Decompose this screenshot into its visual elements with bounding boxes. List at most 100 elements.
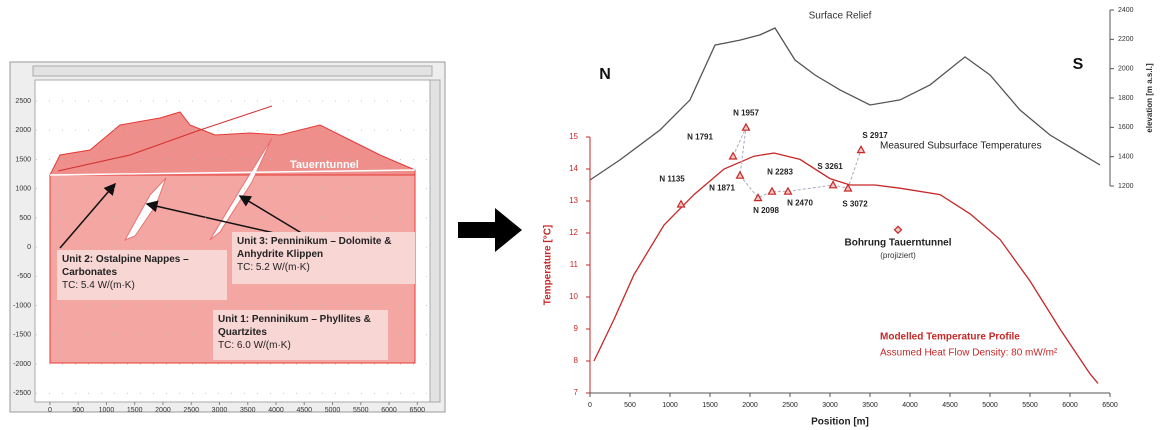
y-axis-title: Temperature [°C] — [543, 225, 554, 306]
x-tick-label: 500 — [72, 407, 84, 414]
y2-tick-label: 1600 — [1118, 124, 1134, 131]
scrollbar-v — [429, 79, 441, 403]
unit-tc: TC: 5.4 W/(m·K) — [62, 280, 135, 291]
y2-tick-label: 2400 — [1118, 7, 1134, 14]
x-tick-label: 3500 — [862, 402, 878, 409]
y2-tick-label: 2000 — [1118, 66, 1134, 73]
x-tick-label: 5000 — [325, 407, 341, 414]
unit-tc: TC: 5.2 W/(m·K) — [237, 262, 310, 273]
heat-flow-note: Assumed Heat Flow Density: 80 mW/m² — [880, 348, 1058, 359]
unit-2-boundary — [57, 105, 273, 172]
x-tick-label: 5000 — [982, 402, 998, 409]
connector — [732, 127, 862, 199]
tunnel-line — [49, 169, 416, 176]
arrow — [59, 182, 116, 249]
y-tick-label: -2000 — [13, 361, 31, 368]
x-tick-label: 2000 — [742, 402, 758, 409]
x-tick-label: 6500 — [409, 407, 425, 414]
marker — [783, 186, 793, 195]
scrollbar-h — [32, 65, 433, 77]
transition-arrow — [458, 208, 522, 252]
x-tick-label: 4000 — [268, 407, 284, 414]
marker — [843, 183, 853, 192]
series-name: Measured Subsurface Temperatures — [880, 141, 1042, 152]
x-tick-label: 3000 — [822, 402, 838, 409]
point-label: N 1957 — [733, 109, 759, 118]
marker — [741, 122, 751, 131]
y-tick-label: -1500 — [13, 332, 31, 339]
x-tick-label: 5500 — [353, 407, 369, 414]
x-tick-label: 3000 — [212, 407, 228, 414]
x-axis-title: Position [m] — [811, 417, 869, 428]
y-tick-label: 13 — [569, 196, 578, 205]
x-tick-label: 2000 — [155, 407, 171, 414]
y-tick-label: 15 — [569, 132, 578, 141]
klippe — [209, 137, 273, 241]
x-tick-label: 4500 — [296, 407, 312, 414]
y-tick-label: 10 — [569, 292, 578, 301]
y-tick-label: 1000 — [15, 186, 31, 193]
marker — [893, 225, 903, 235]
marker — [676, 199, 686, 208]
x-tick-label: 1500 — [127, 407, 143, 414]
y-tick-label: -2500 — [13, 390, 31, 397]
point-label: S 3261 — [817, 162, 843, 171]
y-tick-label: 500 — [19, 215, 31, 222]
x-tick-label: 0 — [588, 402, 592, 409]
y-tick-label: -500 — [17, 273, 31, 280]
y-tick-label: 1500 — [15, 156, 31, 163]
x-tick-label: 6000 — [1062, 402, 1078, 409]
x-tick-label: 2500 — [782, 402, 798, 409]
x-tick-label: 3500 — [240, 407, 256, 414]
marker — [856, 145, 866, 154]
series-name: Modelled Temperature Profile — [880, 332, 1020, 343]
series-note: (projiziert) — [880, 251, 916, 260]
series-line — [593, 152, 1099, 384]
x-tick-label: 2500 — [183, 407, 199, 414]
south-label: S — [1073, 56, 1084, 73]
point-label: N 1871 — [709, 184, 735, 193]
y-tick-label: -1000 — [13, 302, 31, 309]
y-tick-label: 2500 — [15, 98, 31, 105]
x-tick-label: 6000 — [381, 407, 397, 414]
point-label: N 1135 — [659, 174, 685, 183]
y2-tick-label: 1800 — [1118, 95, 1134, 102]
marker — [735, 170, 745, 179]
point-label: N 2283 — [767, 168, 793, 177]
unit-name: Unit 1: Penninikum – Phyllites & Quartzi… — [218, 314, 371, 338]
unit-box: Unit 3: Penninikum – Dolomite & Anhydrit… — [232, 232, 415, 284]
y2-axis-title: elevation [m a.s.l.] — [1145, 63, 1154, 133]
y-tick-label: 7 — [574, 388, 579, 397]
unit-tc: TC: 6.0 W/(m·K) — [218, 340, 291, 351]
unit-name: Unit 2: Ostalpine Nappes – Carbonates — [62, 254, 189, 278]
tunnel-label: Tauerntunnel — [290, 159, 359, 171]
north-label: N — [599, 66, 611, 83]
x-tick-label: 1000 — [662, 402, 678, 409]
y2-tick-label: 1200 — [1118, 183, 1134, 190]
x-tick-label: 5500 — [1022, 402, 1038, 409]
terrain — [49, 111, 416, 176]
x-tick-label: 0 — [48, 407, 52, 414]
marker — [728, 151, 738, 160]
y-tick-label: 12 — [569, 228, 578, 237]
x-tick-label: 500 — [624, 402, 636, 409]
series-name: Bohrung Tauerntunnel — [844, 238, 951, 249]
y2-tick-label: 2200 — [1118, 36, 1134, 43]
marker — [828, 180, 838, 189]
y-tick-label: 9 — [574, 324, 579, 333]
series-line — [589, 27, 1101, 181]
y-tick-label: 11 — [570, 260, 579, 269]
unit-box: Unit 1: Penninikum – Phyllites & Quartzi… — [213, 310, 388, 360]
marker — [767, 186, 777, 195]
marker — [753, 193, 763, 202]
y-tick-label: 2000 — [15, 127, 31, 134]
unit-name: Unit 3: Penninikum – Dolomite & Anhydrit… — [237, 236, 392, 260]
series-name: Surface Relief — [809, 11, 872, 22]
y-tick-label: 8 — [574, 356, 579, 365]
x-tick-label: 6500 — [1102, 402, 1118, 409]
point-label: S 2917 — [862, 131, 888, 140]
point-label: N 2098 — [753, 206, 779, 215]
x-tick-label: 1500 — [702, 402, 718, 409]
